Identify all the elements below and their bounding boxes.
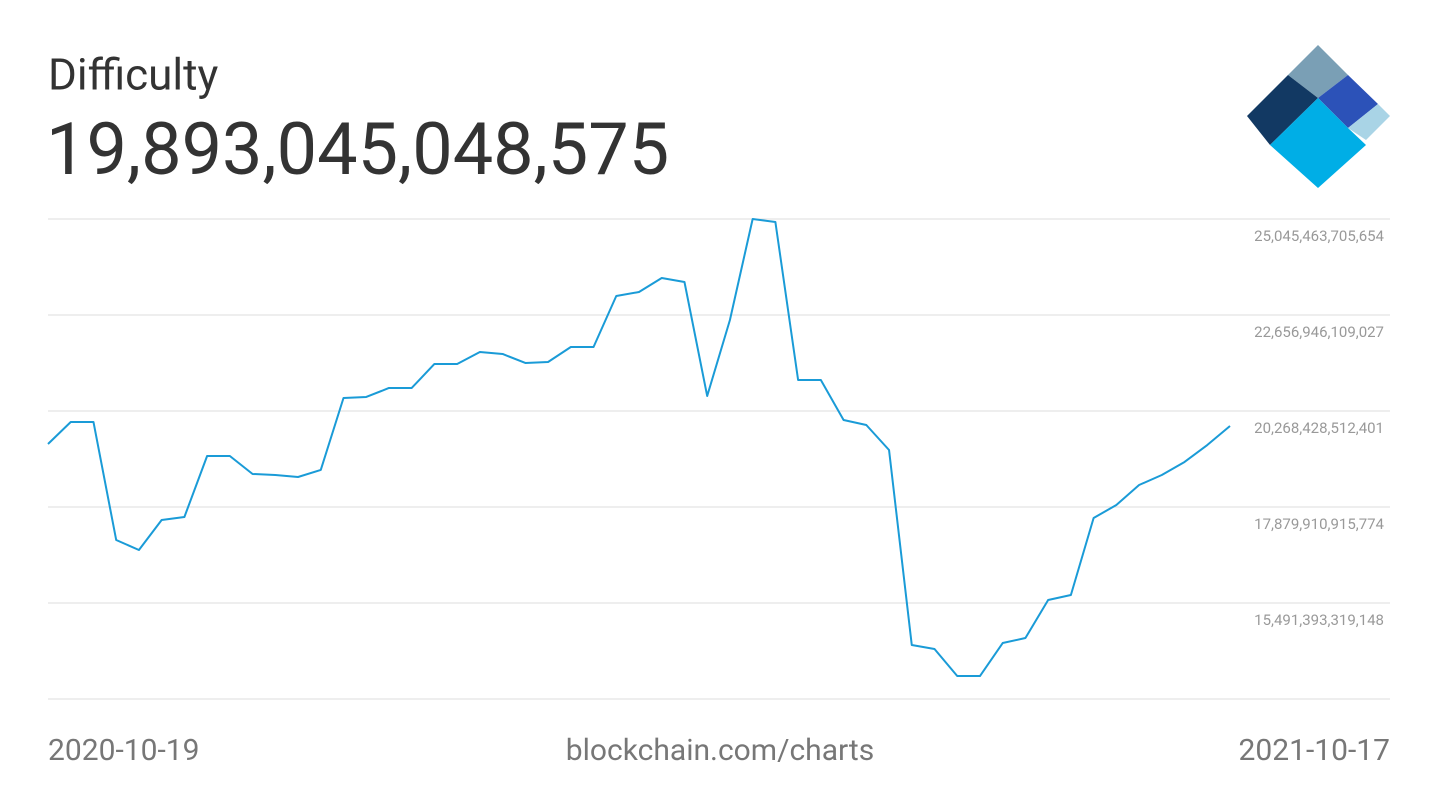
chart-subtitle: 19,893,045,048,575 [46,107,669,192]
data-line [47,218,1231,678]
y-tick-label: 17,879,910,915,774 [1254,515,1384,533]
source: blockchain.com/charts [566,733,874,768]
x-tick-label: 2020-10-19 [48,733,199,768]
y-tick-label: 25,045,463,705,654 [1254,227,1384,245]
y-tick-label: 22,656,946,109,027 [1254,323,1384,341]
chart-title: Difficulty [48,49,219,101]
y-tick-label: 15,491,393,319,148 [1254,611,1384,629]
logo-piece [1318,75,1378,128]
logo-piece [1247,75,1318,145]
logo-piece [1270,98,1366,188]
logo-piece [1348,104,1390,140]
logo-piece [1288,45,1348,98]
y-tick-label: 20,268,428,512,401 [1254,419,1384,437]
x-tick-label: 2021-10-17 [1239,733,1390,768]
logo [1247,45,1390,188]
